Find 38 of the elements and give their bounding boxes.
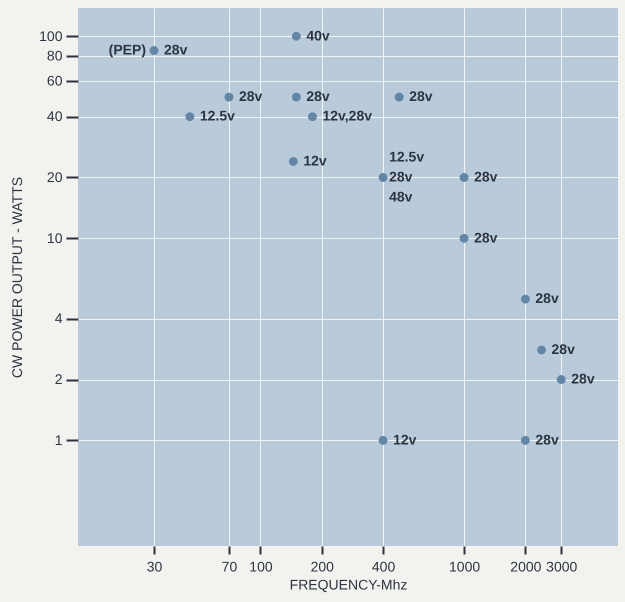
annotation: 12.5v	[389, 148, 424, 164]
x-tick-label: 3000	[546, 558, 578, 574]
y-tick-label: 100	[39, 28, 63, 44]
annotation: 28v	[535, 431, 559, 448]
x-tick-label: 70	[222, 558, 238, 574]
annotation: 28v	[389, 168, 413, 184]
annotation: (PEP)	[108, 42, 146, 58]
annotation: 28v	[474, 168, 498, 184]
x-tick-label: 30	[146, 558, 163, 574]
x-tick-label: 200	[310, 558, 334, 574]
annotation: 28v	[306, 88, 330, 104]
y-tick-label: 1	[54, 432, 63, 448]
annotation: 12v,28v	[322, 108, 372, 124]
annotation: 28v	[409, 88, 433, 104]
annotation: 12v	[303, 152, 327, 168]
y-tick-label: 2	[54, 371, 63, 388]
y-tick-label: 60	[46, 72, 63, 89]
x-tick-label: 100	[249, 558, 273, 574]
annotation: 40v	[306, 27, 330, 44]
x-axis-title: FREQUENCY-Mhz	[290, 576, 408, 592]
annotation: 28v	[535, 290, 559, 306]
x-tick-label: 2000	[510, 558, 542, 574]
annotation: 28v	[474, 229, 498, 246]
y-tick-label: 4	[54, 310, 63, 326]
x-tick-label: 1000	[449, 558, 480, 574]
y-tick-label: 40	[46, 108, 63, 124]
annotation: 28v	[238, 88, 263, 104]
x-tick-label: 400	[372, 558, 396, 574]
y-tick-label: 20	[46, 168, 63, 185]
annotation: 12v	[393, 431, 417, 448]
annotation: 12.5v	[200, 108, 236, 124]
annotation: 28v	[552, 341, 576, 358]
y-tick-label: 80	[46, 47, 63, 64]
annotation: 28v	[164, 42, 188, 58]
annotation: 28v	[571, 370, 595, 387]
y-tick-label: 10	[46, 230, 63, 246]
y-axis-title: CW POWER OUTPUT - WATTS	[9, 176, 26, 378]
annotation: 48v	[389, 188, 413, 204]
